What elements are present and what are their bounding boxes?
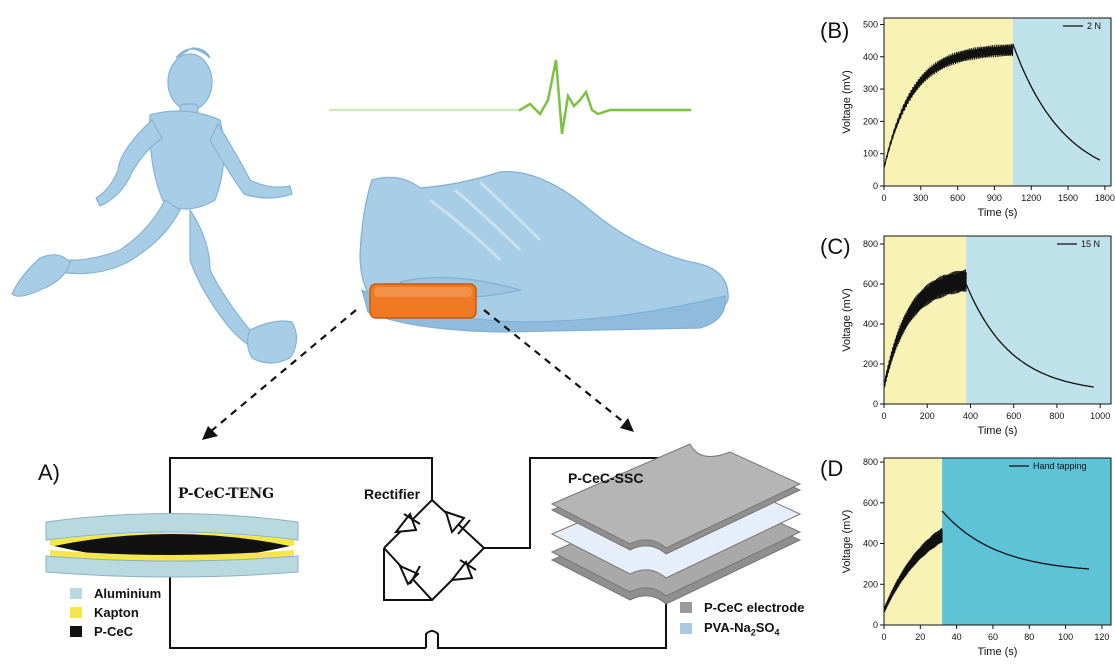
rectifier-label: Rectifier: [364, 486, 421, 502]
ssc-label: P-CeC-SSC: [568, 470, 644, 486]
x-tick-label: 800: [1049, 411, 1064, 421]
discharge-series-line: [941, 510, 1090, 570]
legend-item-electrolyte: PVA-Na2SO4: [680, 620, 780, 638]
plot-frame: [883, 457, 1112, 626]
y-tick-label: 800: [863, 239, 878, 249]
y-axis-label: Voltage (mV): [841, 70, 853, 134]
plot-frame: [883, 17, 1112, 187]
schematic-canvas: [11, 47, 802, 649]
heartbeat-signal: [328, 59, 692, 135]
charge-series-line: [883, 528, 943, 613]
y-tick-label: 400: [863, 52, 878, 62]
legend-label: PVA-Na2SO4: [704, 620, 780, 638]
teng-device: [45, 513, 299, 578]
x-tick-label: 1800: [1095, 193, 1115, 203]
x-tick-label: 0: [881, 411, 886, 421]
x-tick-label: 1000: [1090, 411, 1110, 421]
y-tick-label: 800: [863, 457, 878, 467]
x-tick-label: 100: [1058, 632, 1073, 642]
x-axis-label: Time (s): [978, 207, 1018, 219]
legend-label: Kapton: [94, 605, 139, 620]
y-tick-label: 0: [873, 620, 878, 630]
legend-item-kapton: Kapton: [70, 605, 139, 620]
y-tick-label: 500: [863, 19, 878, 29]
x-tick-label: 600: [1006, 411, 1021, 421]
panel-c-label: (C): [820, 234, 851, 259]
y-tick-label: 600: [863, 279, 878, 289]
chart-b: 0 300 600 900 1200 1500 1800 0 100 200 300 400 500 Ti…: [841, 17, 1115, 219]
legend-swatch: [70, 607, 82, 618]
y-tick-label: 400: [863, 539, 878, 549]
discharging-region: [966, 236, 1111, 404]
charging-region: [884, 18, 1013, 186]
legend-left: Aluminium Kapton P-CeC: [70, 586, 210, 646]
y-tick-label: 0: [873, 181, 878, 191]
x-tick-label: 120: [1094, 632, 1109, 642]
legend-swatch: [680, 623, 692, 635]
legend-swatch: [680, 602, 692, 613]
legend-right: P-CeC electrode PVA-Na2SO4: [680, 600, 820, 640]
x-axis-label: Time (s): [978, 425, 1018, 437]
panel-b-label: (B): [820, 18, 850, 43]
x-tick-label: 0: [881, 632, 886, 642]
plot-frame: [883, 235, 1112, 405]
y-tick-label: 200: [863, 579, 878, 589]
y-tick-label: 0: [873, 399, 878, 409]
legend-label: Hand tapping: [1033, 461, 1087, 471]
y-tick-label: 100: [863, 149, 878, 159]
x-tick-label: 80: [1024, 632, 1034, 642]
legend-label: P-CeC electrode: [704, 600, 805, 615]
x-tick-label: 300: [913, 193, 928, 203]
legend-item-pcec: P-CeC: [70, 624, 133, 639]
legend-swatch: [70, 588, 82, 599]
legend-label: 2 N: [1087, 21, 1101, 31]
y-axis-label: Voltage (mV): [841, 288, 853, 352]
x-axis-label: Time (s): [978, 646, 1018, 658]
charge-series-line: [883, 269, 967, 388]
x-tick-label: 600: [950, 193, 965, 203]
discharging-region: [942, 458, 1111, 625]
legend-label: Aluminium: [94, 586, 162, 601]
discharge-series-line: [965, 283, 1094, 388]
y-tick-label: 600: [863, 498, 878, 508]
x-tick-label: 20: [915, 632, 925, 642]
charge-series-line: [883, 43, 1014, 169]
y-tick-label: 200: [863, 359, 878, 369]
y-axis-label: Voltage (mV): [841, 510, 853, 574]
discharge-series-line: [1012, 43, 1101, 161]
ssc-device: [550, 443, 802, 605]
x-tick-label: 200: [920, 411, 935, 421]
teng-label: P-CeC-TENG: [178, 486, 275, 502]
y-tick-label: 300: [863, 84, 878, 94]
running-figure: [11, 47, 298, 364]
legend-item-aluminium: Aluminium: [70, 586, 161, 601]
legend-item-electrode: P-CeC electrode: [680, 600, 804, 615]
rectifier-bridge: [383, 498, 486, 602]
y-tick-label: 400: [863, 319, 878, 329]
x-tick-label: 1500: [1058, 193, 1078, 203]
chart-d: 0 20 40 60 80 100 120 0 200 400 600 800 Time (s) Volt…: [841, 457, 1112, 658]
legend-swatch: [70, 626, 82, 637]
x-tick-label: 60: [988, 632, 998, 642]
y-tick-label: 200: [863, 116, 878, 126]
zoom-arrows: [209, 309, 627, 433]
legend-label: 15 N: [1081, 239, 1100, 249]
panel-d-label: (D: [820, 456, 844, 481]
x-tick-label: 1200: [1021, 193, 1041, 203]
x-tick-label: 40: [952, 632, 962, 642]
chart-c: 0 200 400 600 800 1000 0 200 400 600 800 Time (s) Vo…: [841, 235, 1112, 437]
x-tick-label: 400: [963, 411, 978, 421]
charging-region: [884, 236, 967, 404]
panel-a-label: A): [38, 460, 60, 485]
x-tick-label: 900: [987, 193, 1002, 203]
legend-label: P-CeC: [94, 624, 134, 639]
discharging-region: [1012, 18, 1111, 186]
x-tick-label: 0: [881, 193, 886, 203]
